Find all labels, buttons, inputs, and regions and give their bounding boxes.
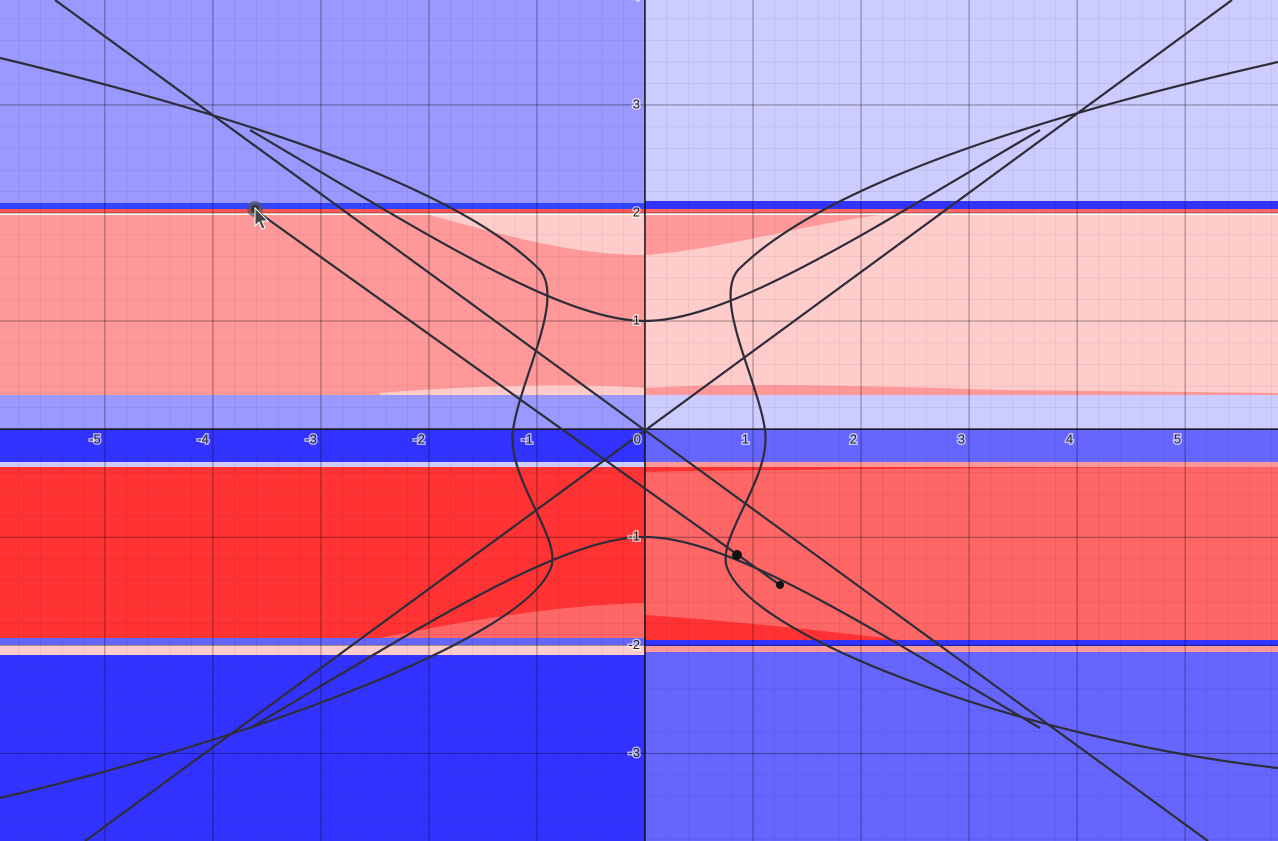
curve [54,0,1209,841]
x-tick-label: -1 [521,432,533,447]
y-tick-label: -2 [628,637,640,652]
x-tick-label: -3 [305,432,317,447]
y-tick-label: 3 [633,96,640,111]
y-tick-label: 2 [633,204,640,219]
curve [0,56,554,800]
x-tick-label: 3 [958,432,965,447]
cursor [254,206,270,230]
y-tick-label: 4 [633,0,640,3]
x-tick-label: 1 [742,432,749,447]
y-tick-label: -1 [628,529,640,544]
x-tick-label: 0 [634,432,641,447]
y-tick-label: -3 [628,745,640,760]
x-tick-label: -5 [89,432,101,447]
drag-segment [254,209,781,586]
x-tick-label: 5 [1174,432,1181,447]
x-tick-label: 4 [1066,432,1073,447]
endpoint[interactable] [776,581,784,589]
curve [249,535,1041,729]
y-tick-label: 1 [633,312,640,327]
x-tick-label: -4 [197,432,209,447]
x-tick-label: -2 [413,432,425,447]
curve [84,0,1233,841]
x-tick-label: 2 [850,432,857,447]
curve [249,129,1041,323]
curve [724,60,1278,770]
intersection-point[interactable] [732,550,742,560]
